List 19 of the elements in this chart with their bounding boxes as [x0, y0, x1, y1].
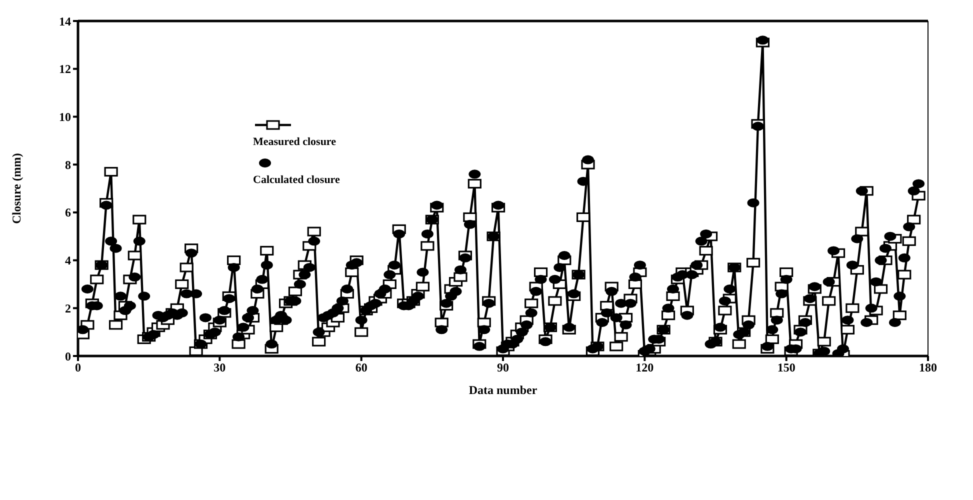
- x-tick-label: 120: [636, 360, 654, 375]
- y-tick-label: 4: [65, 254, 71, 268]
- y-tick-label: 14: [59, 14, 71, 28]
- y-tick-label: 2: [65, 301, 71, 316]
- x-tick-label: 60: [355, 360, 368, 375]
- legend-label: Measured closure: [253, 136, 337, 148]
- x-tick-label: 90: [497, 360, 509, 375]
- y-tick-label: 0: [65, 349, 71, 364]
- y-tick-label: 12: [59, 62, 71, 76]
- legend-label: Calculated closure: [253, 174, 341, 186]
- y-axis-title: Closure (mm): [9, 153, 24, 224]
- x-tick-label: 0: [75, 360, 81, 375]
- y-tick-label: 10: [59, 110, 71, 124]
- x-tick-label: 30: [214, 360, 226, 375]
- x-axis-title: Data number: [468, 383, 538, 397]
- y-tick-label: 6: [65, 206, 71, 220]
- y-tick-label: 8: [65, 158, 71, 172]
- x-tick-label: 180: [919, 360, 937, 375]
- x-tick-label: 150: [777, 360, 796, 375]
